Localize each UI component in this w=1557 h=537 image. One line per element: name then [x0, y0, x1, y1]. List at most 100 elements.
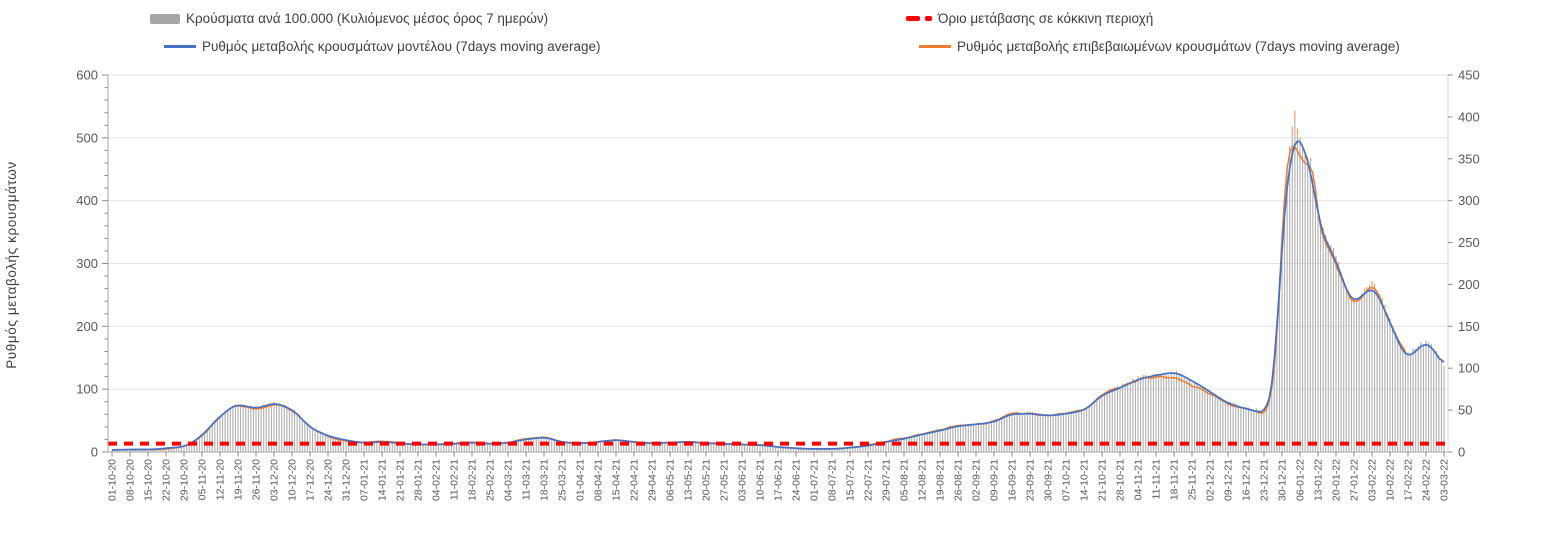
svg-text:200: 200: [1458, 277, 1480, 292]
svg-text:18-11-21: 18-11-21: [1169, 459, 1181, 500]
y-axis-title: Ρυθμός μεταβολής κρουσμάτων: [4, 161, 19, 369]
svg-text:10-12-20: 10-12-20: [287, 459, 299, 501]
svg-text:30-12-21: 30-12-21: [1277, 459, 1289, 501]
svg-text:17-12-20: 17-12-20: [305, 459, 317, 501]
svg-text:12-11-20: 12-11-20: [215, 459, 227, 500]
svg-text:21-10-21: 21-10-21: [1097, 459, 1109, 501]
svg-text:24-12-20: 24-12-20: [323, 459, 335, 501]
svg-text:06-01-22: 06-01-22: [1295, 459, 1307, 501]
svg-text:14-01-21: 14-01-21: [377, 459, 389, 501]
svg-text:250: 250: [1458, 235, 1480, 250]
svg-text:16-09-21: 16-09-21: [1007, 459, 1019, 501]
svg-text:400: 400: [76, 193, 98, 208]
svg-text:24-02-22: 24-02-22: [1421, 459, 1433, 501]
svg-text:28-01-21: 28-01-21: [413, 459, 425, 501]
legend-item-cases: Κρούσματα ανά 100.000 (Κυλιόμενος μέσος …: [150, 11, 548, 26]
svg-text:0: 0: [91, 445, 98, 460]
svg-text:100: 100: [1458, 361, 1480, 376]
svg-text:28-10-21: 28-10-21: [1115, 459, 1127, 501]
svg-text:27-01-22: 27-01-22: [1349, 459, 1361, 501]
svg-text:300: 300: [1458, 193, 1480, 208]
svg-text:09-09-21: 09-09-21: [989, 459, 1001, 501]
svg-text:20-01-22: 20-01-22: [1331, 459, 1343, 501]
svg-text:23-12-21: 23-12-21: [1259, 459, 1271, 501]
svg-text:02-12-21: 02-12-21: [1205, 459, 1217, 501]
svg-text:11-11-21: 11-11-21: [1151, 459, 1163, 500]
svg-text:10-02-22: 10-02-22: [1385, 459, 1397, 501]
svg-text:12-08-21: 12-08-21: [917, 459, 929, 501]
orange-line-swatch-icon: [919, 45, 951, 48]
svg-text:23-09-21: 23-09-21: [1025, 459, 1037, 501]
svg-text:04-11-21: 04-11-21: [1133, 459, 1145, 500]
svg-text:05-11-20: 05-11-20: [197, 459, 209, 500]
blue-line-swatch-icon: [164, 45, 196, 48]
svg-text:03-02-22: 03-02-22: [1367, 459, 1379, 501]
svg-text:07-01-21: 07-01-21: [359, 459, 371, 501]
svg-text:19-11-20: 19-11-20: [233, 459, 245, 500]
svg-text:30-09-21: 30-09-21: [1043, 459, 1055, 501]
svg-text:11-03-21: 11-03-21: [521, 459, 533, 500]
svg-text:02-09-21: 02-09-21: [971, 459, 983, 501]
legend-item-model-rate: Ρυθμός μεταβολής κρουσμάτων μοντέλου (7d…: [164, 39, 601, 54]
dashed-line-swatch-icon: [906, 16, 932, 21]
svg-text:29-04-21: 29-04-21: [647, 459, 659, 501]
svg-text:14-10-21: 14-10-21: [1079, 459, 1091, 501]
svg-text:150: 150: [1458, 319, 1480, 334]
legend-label: Όριο μετάβασης σε κόκκινη περιοχή: [938, 11, 1154, 26]
svg-text:04-03-21: 04-03-21: [503, 459, 515, 501]
legend-label: Κρούσματα ανά 100.000 (Κυλιόμενος μέσος …: [186, 11, 549, 26]
svg-text:200: 200: [76, 319, 98, 334]
svg-text:18-02-21: 18-02-21: [467, 459, 479, 501]
svg-text:05-08-21: 05-08-21: [899, 459, 911, 501]
svg-text:31-12-20: 31-12-20: [341, 459, 353, 501]
svg-text:01-10-20: 01-10-20: [107, 459, 119, 501]
svg-text:08-04-21: 08-04-21: [593, 459, 605, 501]
svg-text:26-11-20: 26-11-20: [251, 459, 263, 500]
svg-text:01-07-21: 01-07-21: [809, 459, 821, 501]
svg-text:15-07-21: 15-07-21: [845, 459, 857, 501]
svg-text:22-10-20: 22-10-20: [161, 459, 173, 501]
svg-text:22-07-21: 22-07-21: [863, 459, 875, 501]
svg-text:19-08-21: 19-08-21: [935, 459, 947, 501]
svg-text:07-10-21: 07-10-21: [1061, 459, 1073, 501]
svg-text:17-06-21: 17-06-21: [773, 459, 785, 501]
svg-text:25-03-21: 25-03-21: [557, 459, 569, 501]
svg-text:03-03-22: 03-03-22: [1439, 459, 1451, 501]
svg-text:13-01-22: 13-01-22: [1313, 459, 1325, 501]
legend-item-threshold: Όριο μετάβασης σε κόκκινη περιοχή: [906, 11, 1153, 26]
svg-text:11-02-21: 11-02-21: [449, 459, 461, 500]
svg-text:22-04-21: 22-04-21: [629, 459, 641, 501]
svg-text:400: 400: [1458, 109, 1480, 124]
svg-text:09-12-21: 09-12-21: [1223, 459, 1235, 501]
svg-text:20-05-21: 20-05-21: [701, 459, 713, 501]
bar-swatch-icon: [150, 13, 180, 24]
legend: Κρούσματα ανά 100.000 (Κυλιόμενος μέσος …: [0, 0, 1557, 62]
svg-text:18-03-21: 18-03-21: [539, 459, 551, 501]
svg-text:15-10-20: 15-10-20: [143, 459, 155, 501]
svg-text:08-10-20: 08-10-20: [125, 459, 137, 501]
svg-text:350: 350: [1458, 151, 1480, 166]
svg-text:27-05-21: 27-05-21: [719, 459, 731, 501]
svg-text:04-02-21: 04-02-21: [431, 459, 443, 501]
svg-text:300: 300: [76, 256, 98, 271]
legend-label: Ρυθμός μεταβολής κρουσμάτων μοντέλου (7d…: [202, 39, 601, 54]
svg-text:26-08-21: 26-08-21: [953, 459, 965, 501]
svg-text:03-06-21: 03-06-21: [737, 459, 749, 501]
svg-text:01-04-21: 01-04-21: [575, 459, 587, 501]
svg-text:100: 100: [76, 382, 98, 397]
svg-text:13-05-21: 13-05-21: [683, 459, 695, 501]
svg-text:50: 50: [1458, 403, 1472, 418]
svg-text:21-01-21: 21-01-21: [395, 459, 407, 501]
svg-text:15-04-21: 15-04-21: [611, 459, 623, 501]
svg-text:25-11-21: 25-11-21: [1187, 459, 1199, 500]
svg-text:24-06-21: 24-06-21: [791, 459, 803, 501]
svg-text:29-10-20: 29-10-20: [179, 459, 191, 501]
svg-text:25-02-21: 25-02-21: [485, 459, 497, 501]
svg-text:17-02-22: 17-02-22: [1403, 459, 1415, 501]
legend-label: Ρυθμός μεταβολής επιβεβαιωμένων κρουσμάτ…: [957, 39, 1400, 54]
svg-text:08-07-21: 08-07-21: [827, 459, 839, 501]
svg-text:10-06-21: 10-06-21: [755, 459, 767, 501]
svg-text:600: 600: [76, 68, 98, 83]
